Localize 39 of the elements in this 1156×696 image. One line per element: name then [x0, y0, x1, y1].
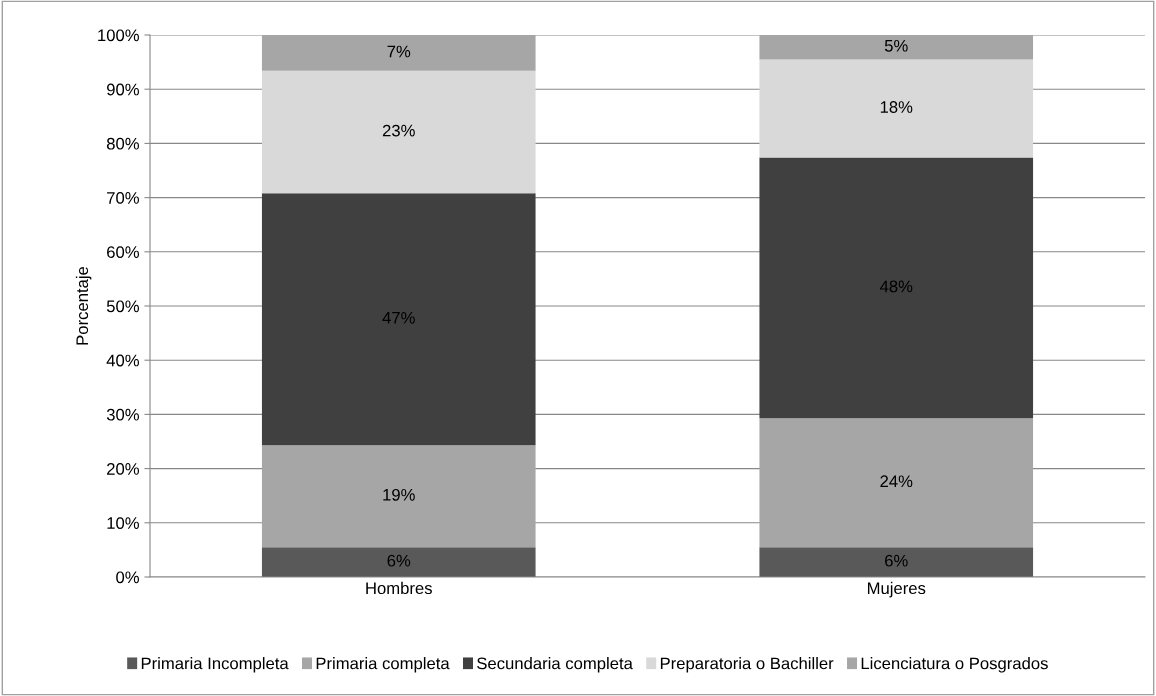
- data-label: 48%: [879, 280, 913, 293]
- data-label: 19%: [383, 488, 415, 501]
- data-label: 6%: [885, 554, 908, 567]
- y-tick-label: 90%: [107, 83, 139, 96]
- y-tick-label: 60%: [107, 246, 139, 258]
- y-tick-label: 10%: [107, 517, 139, 529]
- y-tick-label: 80%: [106, 137, 139, 150]
- y-axis-title: Porcentaje: [75, 266, 92, 345]
- bar: [759, 35, 1034, 60]
- y-tick-label: 50%: [106, 300, 139, 313]
- legend-label: Preparatoria o Bachiller: [660, 657, 834, 673]
- y-tick-label: 30%: [106, 408, 139, 421]
- data-label: 47%: [382, 312, 415, 324]
- bar: [261, 193, 536, 446]
- legend-label: Secundaria completa: [477, 657, 633, 673]
- data-label: 5%: [884, 39, 908, 52]
- y-tick-label: 20%: [107, 463, 139, 475]
- data-label: 24%: [880, 475, 913, 488]
- data-label: 23%: [382, 124, 415, 137]
- x-tick-label: Hombres: [366, 581, 432, 595]
- legend-label: Primaria completa: [316, 657, 450, 673]
- bar: [759, 59, 1034, 158]
- bar: [759, 547, 1034, 577]
- data-label: 7%: [387, 45, 411, 58]
- legend-label: Licenciatura o Posgrados: [861, 657, 1048, 673]
- legend-label: Primaria Incompleta: [141, 657, 289, 673]
- data-label: 18%: [880, 101, 913, 113]
- y-tick-label: 70%: [107, 192, 139, 204]
- y-tick-label: 0%: [116, 571, 139, 584]
- data-label: 6%: [387, 554, 411, 567]
- bar: [261, 70, 536, 194]
- bar: [759, 157, 1034, 419]
- bar: [759, 418, 1034, 548]
- bar: [261, 547, 536, 577]
- x-tick-label: Mujeres: [867, 581, 926, 598]
- bar: [261, 35, 536, 71]
- bar: [261, 445, 536, 548]
- y-tick-label: 40%: [106, 354, 139, 367]
- y-tick-label: 100%: [98, 29, 139, 42]
